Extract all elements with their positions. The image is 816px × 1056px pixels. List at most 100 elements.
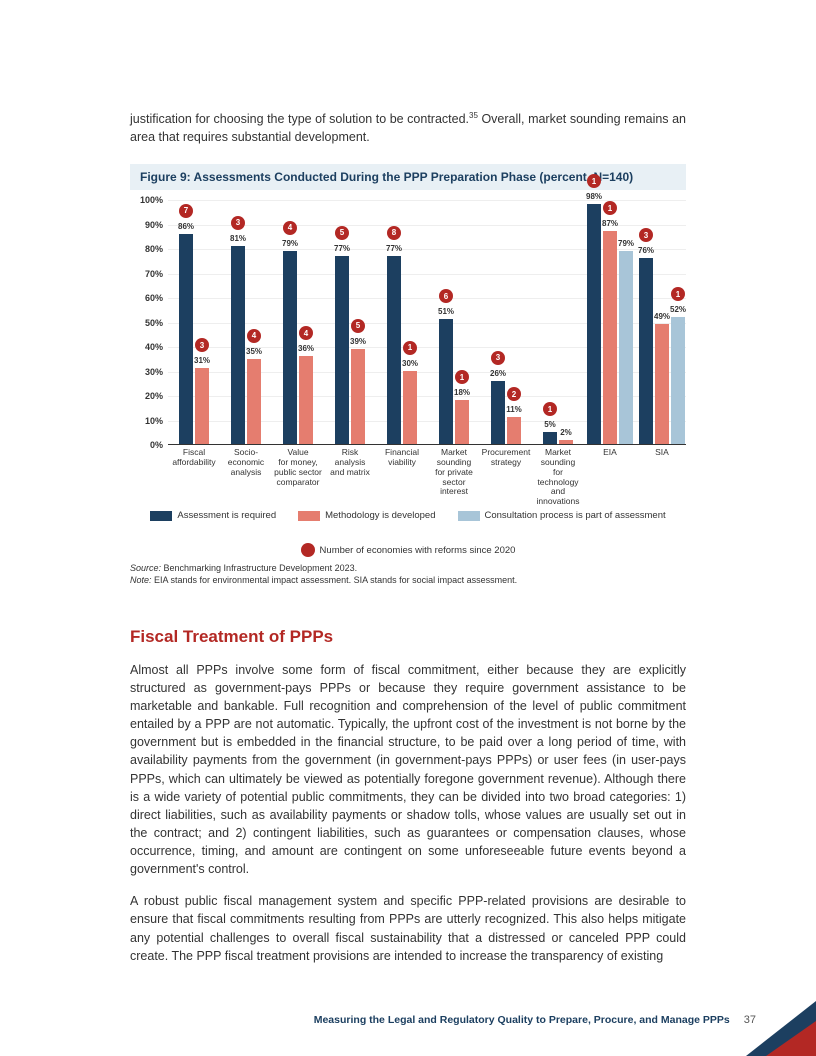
bar-group: 86%731%3: [168, 234, 220, 445]
legend-item: Consultation process is part of assessme…: [458, 510, 666, 521]
reform-badge: 7: [179, 204, 193, 218]
reform-badge: 2: [507, 387, 521, 401]
footer-decoration: [746, 1001, 816, 1056]
bar: 76%3: [639, 258, 653, 444]
bar-chart: 0%10%20%30%40%50%60%70%80%90%100% 86%731…: [130, 200, 686, 500]
reform-badge: 1: [455, 370, 469, 384]
bar-value-label: 11%: [506, 405, 522, 414]
bar: 26%3: [491, 381, 505, 445]
x-axis-label: EIA: [584, 448, 636, 458]
bar-value-label: 79%: [618, 239, 634, 248]
figure-title: Figure 9: Assessments Conducted During t…: [130, 164, 686, 190]
y-axis-tick: 30%: [145, 367, 163, 377]
reform-badge: 6: [439, 289, 453, 303]
bar-value-label: 2%: [560, 428, 572, 437]
y-axis-tick: 0%: [150, 440, 163, 450]
x-axis-label: Socio-economicanalysis: [220, 448, 272, 477]
bar-group: 79%436%4: [272, 251, 324, 445]
bar-group: 26%311%2: [480, 381, 532, 445]
x-axis-label: Marketsoundingfor privatesector interest: [428, 448, 480, 497]
body-paragraph: Almost all PPPs involve some form of fis…: [130, 661, 686, 879]
bar-value-label: 86%: [178, 222, 194, 231]
x-axis-label: Marketsoundingfor technologyand innovati…: [532, 448, 584, 507]
legend-label: Methodology is developed: [325, 510, 435, 521]
reform-badge: 1: [543, 402, 557, 416]
bar-value-label: 49%: [654, 312, 670, 321]
bar-group: 77%539%5: [324, 256, 376, 445]
x-axis-label: Riskanalysisand matrix: [324, 448, 376, 477]
bar-value-label: 77%: [386, 244, 402, 253]
bar: 35%4: [247, 359, 261, 445]
bar-value-label: 31%: [194, 356, 210, 365]
bar: 36%4: [299, 356, 313, 444]
page-footer: Measuring the Legal and Regulatory Quali…: [0, 1014, 816, 1026]
bar: 18%1: [455, 400, 469, 444]
bar: 31%3: [195, 368, 209, 444]
bar: 79%: [619, 251, 633, 445]
bar: 52%1: [671, 317, 685, 444]
reform-badge: 3: [195, 338, 209, 352]
y-axis-tick: 10%: [145, 416, 163, 426]
y-axis-tick: 70%: [145, 269, 163, 279]
legend-swatch: [298, 511, 320, 521]
legend-swatch: [458, 511, 480, 521]
reform-badge: 1: [671, 287, 685, 301]
bar: 11%2: [507, 417, 521, 444]
bar: 77%8: [387, 256, 401, 445]
bar-value-label: 77%: [334, 244, 350, 253]
reform-badge: 8: [387, 226, 401, 240]
bar: 49%: [655, 324, 669, 444]
bar: 81%3: [231, 246, 245, 444]
intro-paragraph: justification for choosing the type of s…: [130, 110, 686, 146]
bar: 98%1: [587, 204, 601, 444]
bar-group: 81%335%4: [220, 246, 272, 444]
bar-group: 5%12%: [532, 432, 584, 444]
reform-badge: 1: [603, 201, 617, 215]
x-axis-label: Fiscalaffordability: [168, 448, 220, 468]
x-axis-label: SIA: [636, 448, 688, 458]
bar-value-label: 36%: [298, 344, 314, 353]
bar-value-label: 35%: [246, 347, 262, 356]
legend-label: Assessment is required: [177, 510, 276, 521]
reform-badge: 1: [587, 174, 601, 188]
y-axis-tick: 80%: [145, 244, 163, 254]
reform-badge: 3: [639, 228, 653, 242]
legend-label: Number of economies with reforms since 2…: [320, 545, 516, 556]
bar: 51%6: [439, 319, 453, 444]
y-axis-tick: 20%: [145, 391, 163, 401]
section-heading: Fiscal Treatment of PPPs: [130, 627, 686, 647]
reform-badge: 5: [335, 226, 349, 240]
y-axis-tick: 40%: [145, 342, 163, 352]
legend-item: Methodology is developed: [298, 510, 435, 521]
reform-badge: 1: [403, 341, 417, 355]
reform-badge: 5: [351, 319, 365, 333]
y-axis-tick: 90%: [145, 220, 163, 230]
bar: 5%1: [543, 432, 557, 444]
bar-value-label: 5%: [544, 420, 556, 429]
y-axis-tick: 50%: [145, 318, 163, 328]
bar-value-label: 87%: [602, 219, 618, 228]
bar: 39%5: [351, 349, 365, 445]
bar-group: 98%187%179%: [584, 204, 636, 444]
reform-badge: 3: [491, 351, 505, 365]
bar-value-label: 52%: [670, 305, 686, 314]
bar: 30%1: [403, 371, 417, 445]
reform-badge: 4: [247, 329, 261, 343]
bar: 79%4: [283, 251, 297, 445]
bar-value-label: 81%: [230, 234, 246, 243]
x-axis-label: Procurementstrategy: [480, 448, 532, 468]
legend-swatch: [150, 511, 172, 521]
bar: 86%7: [179, 234, 193, 445]
bar: 87%1: [603, 231, 617, 444]
x-axis-label: Financialviability: [376, 448, 428, 468]
legend-item: Assessment is required: [150, 510, 276, 521]
reform-badge: 3: [231, 216, 245, 230]
bar-value-label: 30%: [402, 359, 418, 368]
y-axis-tick: 100%: [140, 195, 163, 205]
legend-badge-icon: [301, 543, 315, 557]
bar-value-label: 98%: [586, 192, 602, 201]
bar: 77%5: [335, 256, 349, 445]
bar-group: 77%830%1: [376, 256, 428, 445]
y-axis-tick: 60%: [145, 293, 163, 303]
x-axis-label: Valuefor money,public sectorcomparator: [272, 448, 324, 487]
